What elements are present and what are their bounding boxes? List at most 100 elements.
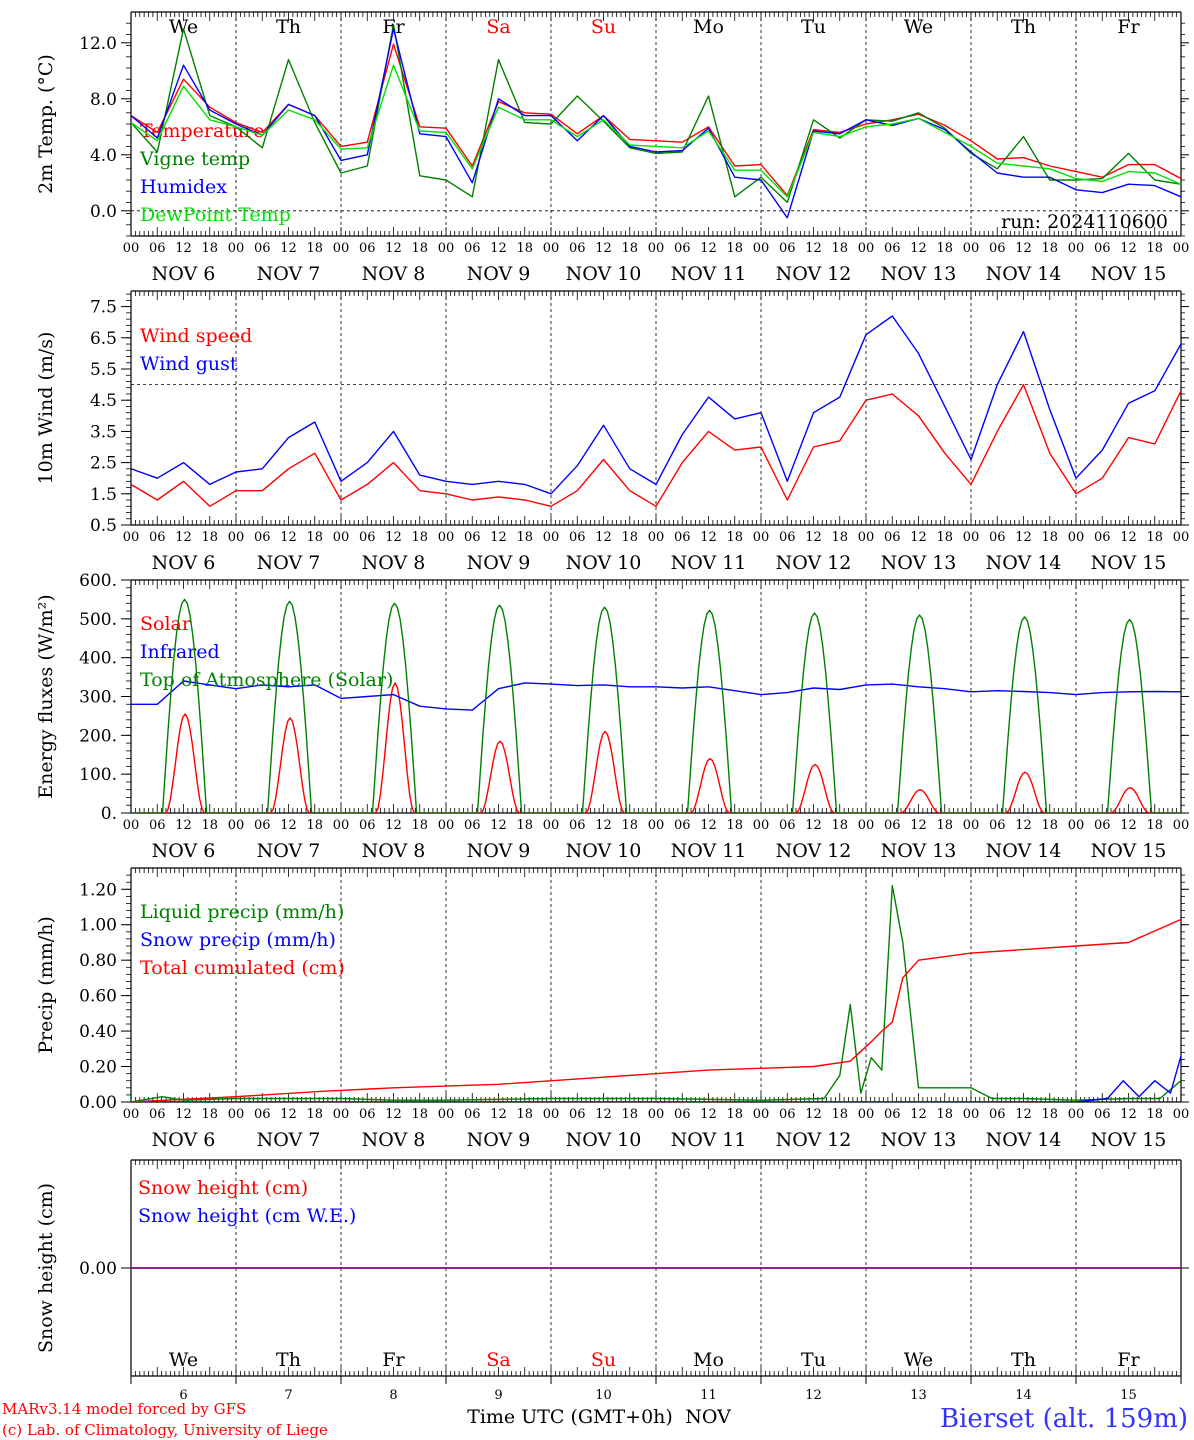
hour-label: 12 xyxy=(1120,1107,1137,1122)
hour-label: 12 xyxy=(1015,241,1032,256)
day-name-label: Th xyxy=(1011,1349,1036,1371)
y-tick-label: 0.0 xyxy=(90,202,117,222)
series-line xyxy=(131,598,1181,813)
date-label: NOV 9 xyxy=(467,840,531,862)
series-line xyxy=(131,383,1181,507)
legend-entry: Infrared xyxy=(140,641,220,663)
day-name-label: Tu xyxy=(801,16,826,38)
hour-label: 12 xyxy=(385,241,402,256)
hour-label: 00 xyxy=(123,1107,140,1122)
y-tick-label: 5.5 xyxy=(90,360,117,380)
date-label: NOV 15 xyxy=(1091,840,1167,862)
day-name-label: Tu xyxy=(801,1349,826,1371)
y-tick-label: 300. xyxy=(79,688,117,708)
hour-label: 12 xyxy=(700,1107,717,1122)
day-name-label: Mo xyxy=(693,1349,724,1371)
date-label: NOV 7 xyxy=(257,840,321,862)
hour-label: 12 xyxy=(385,530,402,545)
hour-label: 18 xyxy=(831,241,848,256)
y-tick-label: 12.0 xyxy=(79,34,117,54)
hour-label: 06 xyxy=(464,241,481,256)
hour-label: 18 xyxy=(621,530,638,545)
y-tick-label: 1.00 xyxy=(79,916,117,936)
hour-label: 06 xyxy=(674,818,691,833)
hour-label: 18 xyxy=(201,241,218,256)
date-label: NOV 14 xyxy=(986,263,1062,285)
date-label: NOV 12 xyxy=(776,552,852,574)
hour-label: 18 xyxy=(201,530,218,545)
y-tick-label: 6.5 xyxy=(90,329,117,349)
hour-label: 12 xyxy=(280,1107,297,1122)
hour-label: 18 xyxy=(306,241,323,256)
day-name-label: Th xyxy=(276,1349,301,1371)
hour-label: 18 xyxy=(936,241,953,256)
time-axis-label: Time UTC (GMT+0h) xyxy=(467,1406,673,1428)
y-axis-label: Precip (mm/h) xyxy=(35,916,57,1054)
hour-label: 12 xyxy=(385,1107,402,1122)
legend-entry: Total cumulated (cm) xyxy=(140,957,345,979)
hour-label: 00 xyxy=(333,530,350,545)
hour-label: 18 xyxy=(726,818,743,833)
hour-label: 06 xyxy=(779,241,796,256)
hour-label: 12 xyxy=(805,241,822,256)
legend-entry: Snow height (cm W.E.) xyxy=(138,1205,356,1227)
hour-label: 06 xyxy=(884,818,901,833)
hour-label: 18 xyxy=(306,530,323,545)
y-tick-label: 200. xyxy=(79,726,117,746)
hour-label: 18 xyxy=(831,530,848,545)
hour-label: 06 xyxy=(359,241,376,256)
hour-label: 12 xyxy=(175,1107,192,1122)
hour-label: 00 xyxy=(753,818,770,833)
date-label: NOV 13 xyxy=(881,263,957,285)
day-number-label: 15 xyxy=(1120,1388,1137,1403)
hour-label: 00 xyxy=(123,818,140,833)
hour-label: 18 xyxy=(936,1107,953,1122)
y-tick-label: 400. xyxy=(79,649,117,669)
hour-label: 00 xyxy=(543,1107,560,1122)
y-tick-label: 3.5 xyxy=(90,422,117,442)
day-name-label: We xyxy=(169,16,198,38)
hour-label: 18 xyxy=(1041,818,1058,833)
date-label: NOV 9 xyxy=(467,263,531,285)
hour-label: 18 xyxy=(726,1107,743,1122)
legend-entry: Solar xyxy=(140,613,192,635)
date-label: NOV 7 xyxy=(257,552,321,574)
hour-label: 06 xyxy=(779,818,796,833)
date-label: NOV 11 xyxy=(671,1129,747,1151)
date-label: NOV 11 xyxy=(671,840,747,862)
hour-label: 12 xyxy=(595,818,612,833)
hour-label: 18 xyxy=(411,241,428,256)
day-number-label: 6 xyxy=(179,1388,187,1403)
hour-label: 00 xyxy=(333,241,350,256)
hour-label: 00 xyxy=(648,241,665,256)
date-label: NOV 6 xyxy=(152,552,216,574)
hour-label: 18 xyxy=(726,241,743,256)
hour-label: 06 xyxy=(1094,1107,1111,1122)
day-name-label: Sa xyxy=(486,1349,510,1371)
y-tick-label: 0. xyxy=(101,804,117,824)
hour-label: 18 xyxy=(201,818,218,833)
date-label: NOV 10 xyxy=(566,1129,642,1151)
hour-label: 12 xyxy=(175,530,192,545)
hour-label: 06 xyxy=(569,530,586,545)
hour-label: 18 xyxy=(1041,241,1058,256)
hour-label: 12 xyxy=(1120,818,1137,833)
hour-label: 00 xyxy=(333,1107,350,1122)
hour-label: 06 xyxy=(989,818,1006,833)
legend-entry: Humidex xyxy=(140,176,227,198)
hour-label: 06 xyxy=(254,1107,271,1122)
y-tick-label: 0.00 xyxy=(79,1259,117,1279)
day-number-label: 13 xyxy=(910,1388,927,1403)
date-label: NOV 6 xyxy=(152,263,216,285)
hour-label: 18 xyxy=(1041,530,1058,545)
hour-label: 00 xyxy=(438,1107,455,1122)
hour-label: 06 xyxy=(569,241,586,256)
hour-label: 00 xyxy=(648,530,665,545)
hour-label: 18 xyxy=(831,1107,848,1122)
day-name-label: Mo xyxy=(693,16,724,38)
day-name-label: Fr xyxy=(382,1349,405,1371)
hour-label: 00 xyxy=(1068,530,1085,545)
hour-label: 06 xyxy=(149,818,166,833)
day-name-label: Fr xyxy=(1117,16,1140,38)
